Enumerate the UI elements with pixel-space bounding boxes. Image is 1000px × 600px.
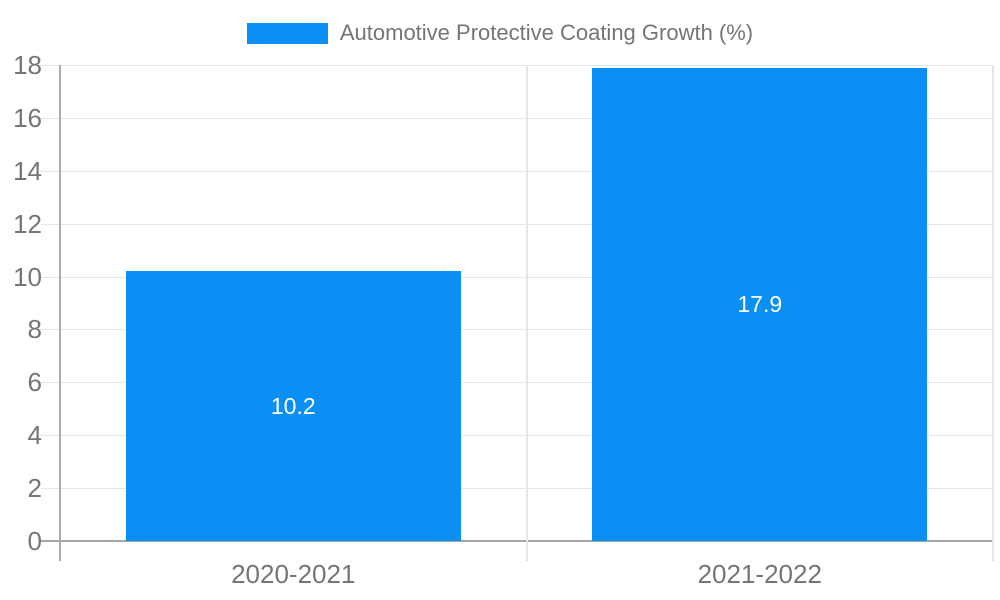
category-separator-gridline <box>525 65 528 561</box>
plot-right-edge-gridline <box>992 65 994 561</box>
y-axis-tick-label: 10 <box>13 261 42 292</box>
y-gridline <box>40 65 993 66</box>
y-axis-tick-label: 14 <box>13 155 42 186</box>
chart-legend: Automotive Protective Coating Growth (%) <box>0 20 1000 45</box>
bar[interactable] <box>125 271 461 541</box>
x-axis-category-label: 2020-2021 <box>231 559 356 589</box>
y-axis-tick-label: 18 <box>13 50 42 80</box>
y-axis-tick-label: 0 <box>27 526 42 556</box>
y-gridline <box>40 488 993 490</box>
bar[interactable] <box>592 67 928 541</box>
y-axis-tick-label: 8 <box>27 314 42 345</box>
legend-color-swatch <box>246 22 328 44</box>
y-gridline <box>40 276 993 278</box>
y-axis-tick-label: 6 <box>27 367 42 398</box>
bar-value-label: 10.2 <box>270 393 316 420</box>
y-gridline <box>40 435 993 437</box>
y-axis-tick-label: 16 <box>13 102 42 133</box>
y-gridline <box>40 329 993 331</box>
y-gridline <box>40 382 993 384</box>
x-axis-baseline <box>40 540 993 542</box>
y-axis-tick-label: 12 <box>13 208 42 239</box>
y-axis-tick-label: 4 <box>27 420 42 451</box>
y-gridline <box>40 117 993 119</box>
x-axis-category-label: 2021-2022 <box>697 559 822 589</box>
y-axis-line <box>59 65 61 561</box>
y-gridline <box>40 170 993 172</box>
legend-label: Automotive Protective Coating Growth (%) <box>339 20 754 45</box>
bar-value-label: 17.9 <box>737 291 783 318</box>
y-axis-tick-label: 2 <box>27 473 42 504</box>
y-gridline <box>40 223 993 225</box>
